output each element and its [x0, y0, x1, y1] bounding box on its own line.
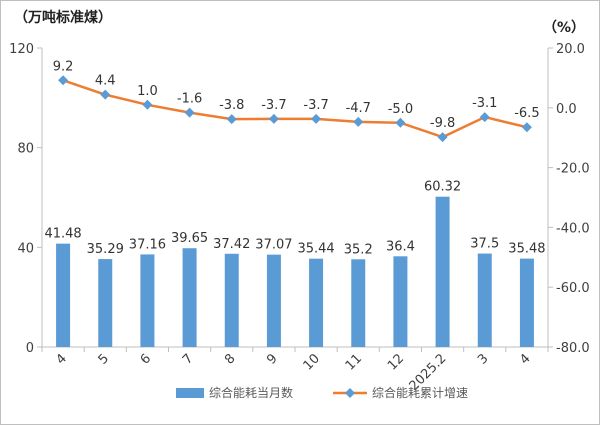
bar-data-label: 60.32 [424, 180, 461, 195]
bar-data-label: 37.42 [213, 237, 250, 252]
x-tick-label: 11 [343, 351, 365, 373]
line-data-label: -3.1 [472, 96, 497, 111]
bar [224, 253, 239, 347]
bar-data-label: 37.16 [129, 237, 166, 252]
legend-line-label: 综合能耗累计增速 [372, 385, 468, 400]
bar-data-label: 37.07 [255, 238, 292, 253]
line-point [437, 132, 448, 143]
data-labels: 41.48 35.29 37.16 39.65 37.42 37.07 35.44 35.2 3… [44, 59, 545, 257]
y-left-tick-label: 120 [9, 42, 34, 57]
y-left-tick-label: 0 [26, 341, 34, 356]
bar-data-label: 39.65 [171, 231, 208, 246]
legend: 综合能耗当月数 综合能耗累计增速 [176, 385, 468, 400]
legend-line-marker [345, 388, 355, 398]
bar [435, 196, 450, 347]
y-left-tick-label: 80 [17, 142, 34, 157]
line-point [521, 122, 532, 133]
line-point [353, 116, 364, 127]
bar-data-label: 35.48 [508, 242, 545, 257]
bar [309, 258, 324, 347]
bar-data-label: 36.4 [386, 239, 415, 254]
bar-series [56, 196, 534, 347]
line-point [311, 113, 322, 124]
x-tick-label: 4 [53, 351, 69, 367]
x-tick-label: 3 [475, 351, 491, 367]
line-point [226, 114, 237, 125]
line-data-label: 9.2 [53, 59, 74, 74]
y-right-tick-label: -60.0 [556, 281, 590, 296]
y-right-tick-label: 0.0 [556, 102, 577, 117]
x-tick-label: 8 [222, 351, 238, 367]
line-point [58, 75, 69, 86]
x-tick-label: 12 [385, 351, 407, 373]
bar [266, 254, 281, 347]
line-point [479, 112, 490, 123]
x-tick-label: 9 [264, 351, 280, 367]
y-left-tick-label: 40 [17, 241, 34, 256]
right-axis-unit: （%） [543, 20, 585, 36]
x-tick-label: 10 [301, 351, 323, 373]
x-tick-label: 6 [138, 351, 154, 367]
line-data-label: 1.0 [137, 84, 158, 99]
line-point [395, 117, 406, 128]
y-right-tick-label: -80.0 [556, 341, 590, 356]
bar [98, 259, 113, 347]
line-data-label: -4.7 [346, 101, 371, 116]
line-data-label: -1.6 [177, 92, 202, 107]
x-tick-label: 5 [96, 351, 112, 367]
line-data-label: -3.7 [261, 98, 286, 113]
line-data-label: -3.8 [219, 98, 244, 113]
legend-bar-label: 综合能耗当月数 [209, 385, 293, 400]
line-series [58, 75, 532, 143]
bar [351, 259, 366, 347]
bar [519, 258, 534, 347]
bar [182, 248, 197, 347]
bar [393, 256, 408, 347]
bar [140, 254, 155, 347]
axes: 0 40 80 120 20.0 0.0 -20.0 -40.0 -60.0 -80.0 4 5 6 7 8… [9, 42, 589, 394]
line-data-label: -3.7 [303, 98, 328, 113]
y-right-tick-label: 20.0 [556, 42, 585, 57]
y-right-tick-label: -40.0 [556, 221, 590, 236]
bar-data-label: 35.2 [344, 242, 373, 257]
legend-bar-swatch [176, 388, 204, 398]
line-point [100, 89, 111, 100]
bar-data-label: 37.5 [470, 237, 499, 252]
y-right-tick-label: -20.0 [556, 162, 590, 177]
line-point [142, 99, 153, 110]
bar-data-label: 35.29 [87, 242, 124, 257]
line-path [62, 79, 528, 139]
line-data-label: -5.0 [388, 102, 413, 117]
bar [56, 243, 71, 347]
line-point [184, 107, 195, 118]
x-tick-label: 4 [517, 351, 533, 367]
bar-data-label: 41.48 [44, 227, 81, 242]
line-data-label: 4.4 [95, 74, 116, 89]
bar-data-label: 35.44 [297, 242, 334, 257]
line-data-label: -9.8 [430, 116, 455, 131]
x-tick-label: 7 [180, 351, 196, 367]
line-data-label: -6.5 [514, 106, 539, 121]
bar [477, 253, 492, 347]
line-point [268, 113, 279, 124]
left-axis-unit: （万吨标准煤） [14, 9, 112, 26]
